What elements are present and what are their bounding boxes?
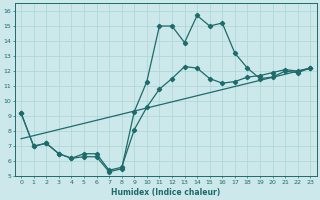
X-axis label: Humidex (Indice chaleur): Humidex (Indice chaleur) [111,188,220,197]
